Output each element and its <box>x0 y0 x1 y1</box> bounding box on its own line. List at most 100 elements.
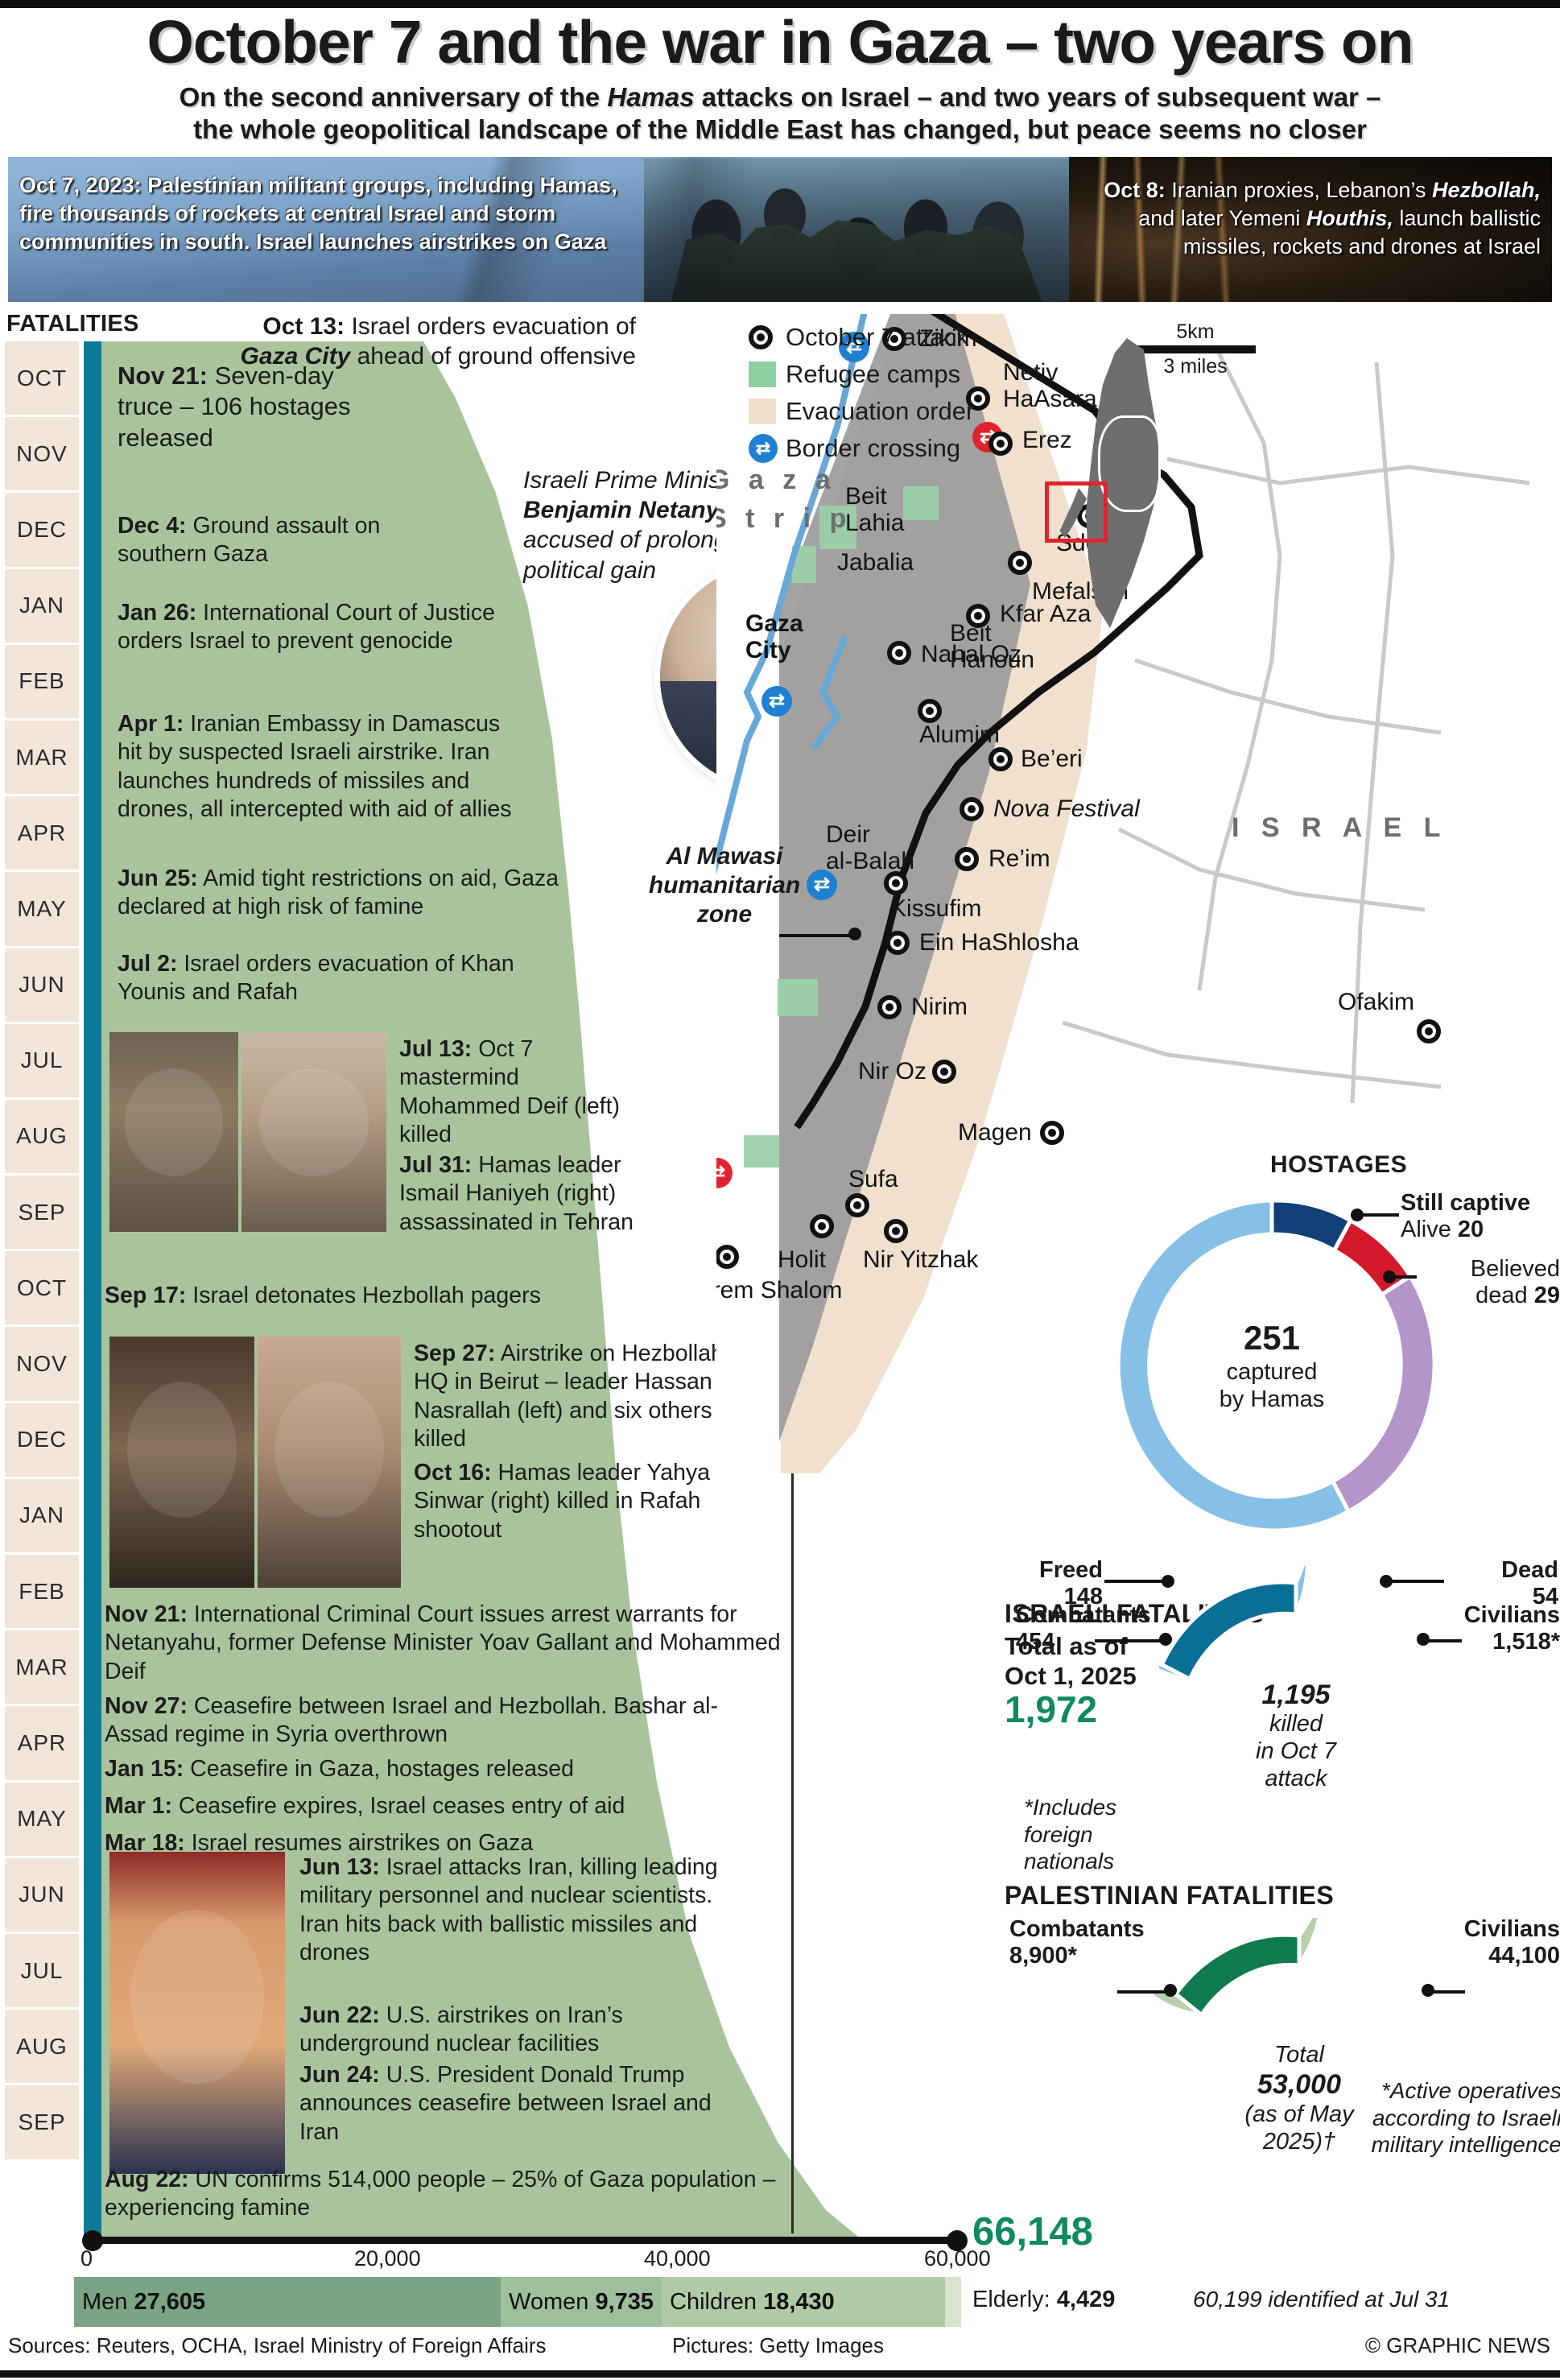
map-label-nova-festival: Nova Festival <box>993 795 1140 822</box>
hostages-total: 251 <box>1243 1319 1301 1357</box>
month-cell: AUG <box>5 2010 79 2084</box>
total-label-l2: Oct 1, 2025 <box>1005 1662 1137 1691</box>
oct7-attack-dot[interactable] <box>885 931 910 955</box>
month-cell: JUN <box>5 1857 79 1932</box>
map-label-deir-al-balah: Deir al-Balah <box>826 821 915 874</box>
scale-km: 5km <box>1176 320 1215 343</box>
map-label-gaza-city: Gaza City <box>745 610 803 663</box>
oct7-attack-dot[interactable] <box>716 1245 739 1269</box>
month-cell: OCT <box>5 341 79 415</box>
oct7-attack-dot[interactable] <box>1008 551 1032 575</box>
oct7-attack-dot[interactable] <box>877 995 902 1019</box>
oct7-attack-dot[interactable] <box>932 1060 956 1084</box>
legend-item-oct7: October 7 attack <box>749 320 1071 354</box>
axis-tick-0: 0 <box>80 2246 93 2271</box>
border-crossing-icon[interactable]: ⇄ <box>761 686 792 717</box>
event-date: Mar 18: <box>105 1830 185 1856</box>
timeline-event-apr1: Apr 1: Iranian Embassy in Damascus hit b… <box>118 710 520 824</box>
oct7-attack-dot[interactable] <box>884 871 908 895</box>
combatants-text: Combatants <box>1016 1602 1151 1628</box>
demo-women-value: 9,735 <box>595 2288 654 2315</box>
oct7-attack-dot[interactable] <box>955 847 979 871</box>
oct7-attack-dot[interactable] <box>810 1214 834 1238</box>
map-label-nir-yitzhak: Nir Yitzhak <box>863 1246 979 1273</box>
event-text: Airstrike on Hezbollah HQ in Beirut – le… <box>414 1341 724 1452</box>
banner-right-b: and later Yemeni <box>1138 206 1306 231</box>
fatalities-label: FATALITIES <box>6 311 139 337</box>
al-mawasi-leader-line <box>779 934 853 937</box>
event-date: Dec 4: <box>118 513 187 539</box>
event-date: Aug 22: <box>105 2167 189 2192</box>
event-date: Oct 16: <box>414 1460 492 1485</box>
demo-women: Women 9,735 <box>501 2277 662 2327</box>
pal-civilians-text: Civilians <box>1463 1916 1560 1942</box>
border-crossing-icon: ⇄ <box>749 434 786 463</box>
israeli-fatalities-donut-chart[interactable] <box>1159 1565 1433 1903</box>
event-date: Jun 25: <box>118 866 198 891</box>
border-crossing-rafah-closed-icon[interactable]: ⇄ <box>716 1158 733 1188</box>
legend-item-evacuation-order: Evacuation order <box>749 395 1071 428</box>
map-label-zikim: Zikim <box>919 325 977 352</box>
map-label-kfar-aza: Kfar Aza <box>1000 601 1092 627</box>
axis-tick-20k: 20,000 <box>354 2246 421 2271</box>
still-captive-leader-point <box>1351 1209 1364 1221</box>
border-crossing-icon[interactable]: ⇄ <box>807 870 837 900</box>
month-cell: FEB <box>5 1555 79 1629</box>
oct7-attack-dot[interactable] <box>966 604 990 628</box>
event-date: Sep 27: <box>414 1341 496 1366</box>
timeline-event-mar1: Mar 1: Ceasefire expires, Israel ceases … <box>105 1792 813 1820</box>
pal-center-l1: Total <box>1274 2041 1324 2068</box>
palestinian-fatalities-donut-chart[interactable] <box>1154 1918 1444 2272</box>
legend-item-border-crossing: ⇄ Border crossing <box>749 432 1071 465</box>
event-text: Iranian Embassy in Damascus hit by suspe… <box>118 711 512 822</box>
dead-leader-line <box>1389 1580 1444 1583</box>
demographics-bar: Men 27,605 Women 9,735 Children 18,430 <box>74 2277 962 2327</box>
oct7-attack-dot[interactable] <box>966 386 990 411</box>
oct7-attack-dot[interactable] <box>884 1219 908 1243</box>
demo-men-value: 27,605 <box>134 2288 206 2315</box>
demo-children: Children 18,430 <box>662 2277 946 2327</box>
map-label-ein-hashlosha: Ein HaShlosha <box>919 929 1079 956</box>
freed-value: 148 <box>1063 1584 1103 1610</box>
hostages-donut-chart[interactable] <box>1111 1180 1433 1551</box>
event-text: Hamas leader Yahya Sinwar (right) killed… <box>414 1460 711 1543</box>
oct7-attack-dot[interactable] <box>918 699 942 723</box>
map-label-gaza-strip-2: S t r i p <box>716 503 852 534</box>
map-label-jabalia: Jabalia <box>837 549 914 576</box>
oct7-attack-dot[interactable] <box>988 747 1013 771</box>
oct7-attack-dot[interactable] <box>988 432 1013 456</box>
legend-item-refugee-camps: Refugee camps <box>749 357 1071 391</box>
subtitle-part-a: On the second anniversary of the <box>179 81 608 112</box>
timeline-event-jun24: Jun 24: U.S. President Donald Trump anno… <box>299 2061 750 2147</box>
event-date: Jul 2: <box>118 951 178 977</box>
map-label-sufa: Sufa <box>848 1166 898 1192</box>
detail-area-box <box>1045 481 1108 543</box>
oct7-attack-dot[interactable] <box>1040 1121 1064 1145</box>
border-crossing-icon[interactable]: ⇄ <box>839 332 869 362</box>
oct7-attack-dot[interactable] <box>882 327 906 351</box>
israeli-center-l3: in Oct 7 <box>1256 1737 1336 1764</box>
map-label-reim: Re’im <box>988 845 1050 872</box>
legend-label: Evacuation order <box>786 397 975 426</box>
timeline-event-jul2: Jul 2: Israel orders evacuation of Khan … <box>118 950 568 1007</box>
oct7-attack-dot[interactable] <box>960 797 984 821</box>
event-text: U.S. airstrikes on Iran’s underground nu… <box>299 2002 623 2057</box>
timeline-event-nov21b: Nov 21: International Criminal Court iss… <box>105 1601 781 1686</box>
event-date: Jun 24: <box>299 2062 380 2088</box>
banner-caption-left: Oct 7, 2023: Palestinian militant groups… <box>19 171 647 256</box>
banner-right-houthis: Houthis, <box>1306 206 1393 231</box>
oct7-attack-dot[interactable] <box>1417 1019 1441 1043</box>
page-subtitle: On the second anniversary of the Hamas a… <box>0 81 1560 147</box>
hostages-dead-label: Dead 54 <box>1446 1557 1558 1610</box>
israeli-total-value: 1,972 <box>1005 1688 1098 1730</box>
event-date: Apr 1: <box>118 711 184 737</box>
isr-combatants-leader-point <box>1159 1633 1172 1646</box>
oct7-attack-dot[interactable] <box>845 1193 869 1217</box>
month-cell: JAN <box>5 1478 79 1552</box>
month-cell: MAR <box>5 720 79 795</box>
oct7-attack-dot[interactable] <box>887 641 911 665</box>
timeline-event-oct13: Oct 13: Israel orders evacuation of Gaza… <box>201 312 636 371</box>
netanyahu-caption-a: Israeli Prime Minister <box>523 467 749 494</box>
month-cell: SEP <box>5 1176 79 1250</box>
